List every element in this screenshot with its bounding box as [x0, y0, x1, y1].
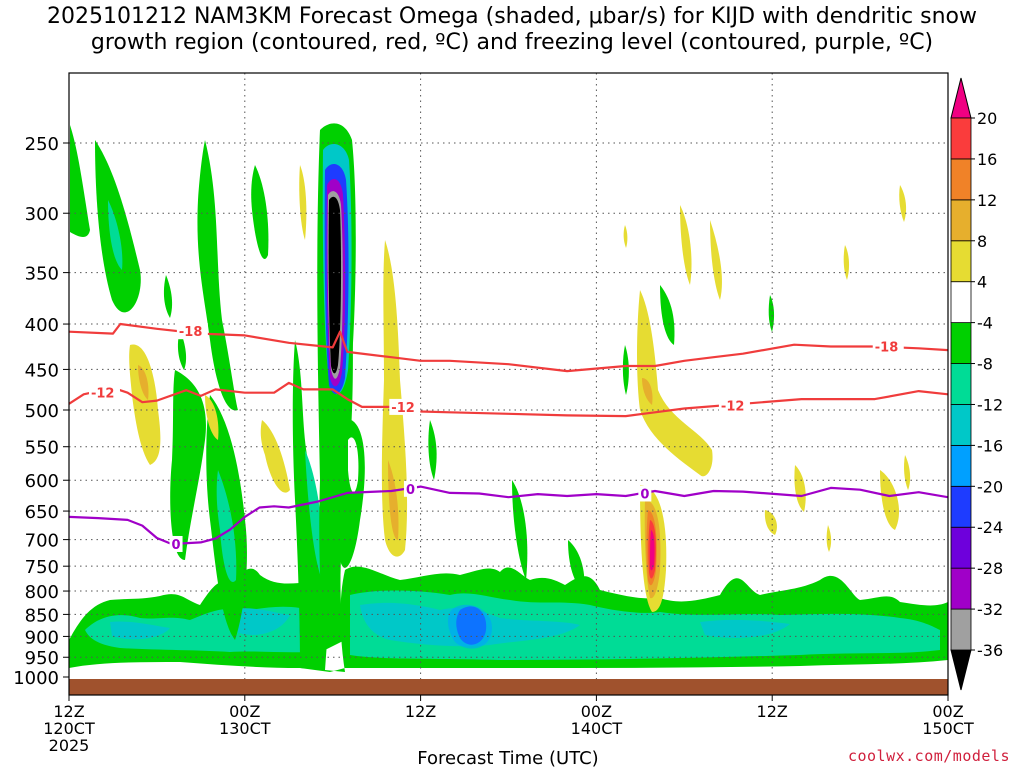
contour-label-zero: 0: [406, 483, 415, 498]
x-axis-title: Forecast Time (UTC): [417, 748, 598, 768]
plot-frame: [68, 72, 949, 696]
colorbar-label: -8: [977, 355, 993, 374]
contour-label-minus18: -18: [179, 325, 203, 340]
x-tick-label: 00Z: [229, 702, 260, 721]
y-tick-label: 500: [25, 401, 59, 422]
colorbar-label: 20: [977, 109, 997, 128]
contour-label-bg: [638, 485, 652, 502]
contour-label-bg: [718, 397, 750, 414]
colorbar: 20 16 12 8 4 -4 -8 -12 -16 -20 -24 -28 -32 -36: [950, 77, 1003, 691]
colorbar-swatch: [950, 240, 972, 283]
y-tick-label: 850: [25, 605, 59, 626]
contour-label-minus12: -12: [721, 400, 745, 415]
contour-minus12: [69, 381, 948, 418]
site-credit[interactable]: coolwx.com/models: [847, 747, 1010, 765]
y-tick-label: 1000: [13, 668, 59, 689]
contour-label-minus18: -18: [875, 340, 899, 355]
colorbar-swatch: [950, 363, 972, 405]
colorbar-swatch: [950, 322, 972, 364]
y-tick-label: 950: [25, 648, 59, 669]
colorbar-label: -4: [977, 314, 993, 333]
colorbar-label: 16: [977, 150, 997, 169]
colorbar-label: -36: [977, 641, 1003, 660]
x-tick-label: 12Z: [53, 702, 84, 721]
x-tick-label: 140CT: [571, 719, 623, 738]
contour-label-bg: [169, 535, 183, 552]
colorbar-label: 4: [977, 273, 987, 292]
colorbar-label: -28: [977, 559, 1003, 578]
colorbar-swatch: [950, 117, 972, 160]
colorbar-bottom-arrow: [950, 649, 972, 691]
y-tick-label: 250: [25, 134, 59, 155]
colorbar-swatch: [950, 444, 972, 487]
y-tick-label: 700: [25, 531, 59, 552]
contour-label-bg: [403, 480, 417, 497]
y-tick-label: 650: [25, 502, 59, 523]
contour-label-bg: [389, 398, 421, 415]
title-line-2: growth region (contoured, red, ºC) and f…: [90, 30, 934, 55]
contour-label-bg: [872, 338, 904, 355]
y-tick-label: 350: [25, 264, 59, 285]
colorbar-label: -32: [977, 600, 1003, 619]
ground-strip: [69, 679, 948, 695]
colorbar-swatch: [950, 158, 972, 201]
y-tick-label: 550: [25, 438, 59, 459]
contour-label-minus12: -12: [391, 401, 415, 416]
colorbar-label: -12: [977, 395, 1003, 414]
x-tick-label: 00Z: [932, 702, 963, 721]
colorbar-swatch: [950, 404, 972, 446]
colorbar-swatch: [950, 567, 972, 610]
chart-title: 2025101212 NAM3KM Forecast Omega (shaded…: [0, 4, 1024, 56]
temperature-contours: -18 -18 -12 -12 -12 0 0 0: [69, 322, 948, 553]
contour-label-zero: 0: [172, 538, 181, 553]
contour-label-bg: [88, 384, 120, 401]
y-tick-label: 800: [25, 582, 59, 603]
y-tick-label: 600: [25, 471, 59, 492]
x-tick-label: 12Z: [757, 702, 788, 721]
colorbar-swatch: [950, 608, 972, 651]
x-tick-label: 120CT: [43, 719, 95, 738]
contour-label-minus12: -12: [91, 387, 115, 402]
x-tick-label: 12Z: [405, 702, 436, 721]
colorbar-label: 12: [977, 191, 997, 210]
x-tick-label: 00Z: [581, 702, 612, 721]
y-tick-label: 750: [25, 557, 59, 578]
y-tick-label: 300: [25, 204, 59, 225]
contour-zero: [69, 485, 948, 546]
colorbar-swatch: [950, 485, 972, 528]
omega-shading: [69, 123, 948, 672]
x-tick-label: 130CT: [219, 719, 271, 738]
colorbar-swatch: [950, 281, 972, 324]
contour-label-bg: [176, 323, 208, 340]
y-tick-label: 900: [25, 627, 59, 648]
colorbar-label: 8: [977, 232, 987, 251]
y-axis: 2503003504004505005506006507007508008509…: [13, 134, 69, 689]
x-tick-label: 150CT: [922, 719, 974, 738]
y-tick-label: 450: [25, 360, 59, 381]
colorbar-top-arrow: [950, 77, 972, 119]
contour-label-zero: 0: [640, 487, 649, 502]
colorbar-label: -20: [977, 477, 1003, 496]
x-tick-label: 2025: [49, 736, 90, 755]
title-line-1: 2025101212 NAM3KM Forecast Omega (shaded…: [46, 4, 977, 29]
y-tick-label: 400: [25, 315, 59, 336]
colorbar-label: -24: [977, 518, 1003, 537]
colorbar-swatch: [950, 526, 972, 569]
colorbar-label: -16: [977, 436, 1003, 455]
gridlines: [69, 73, 948, 695]
colorbar-swatch: [950, 199, 972, 242]
